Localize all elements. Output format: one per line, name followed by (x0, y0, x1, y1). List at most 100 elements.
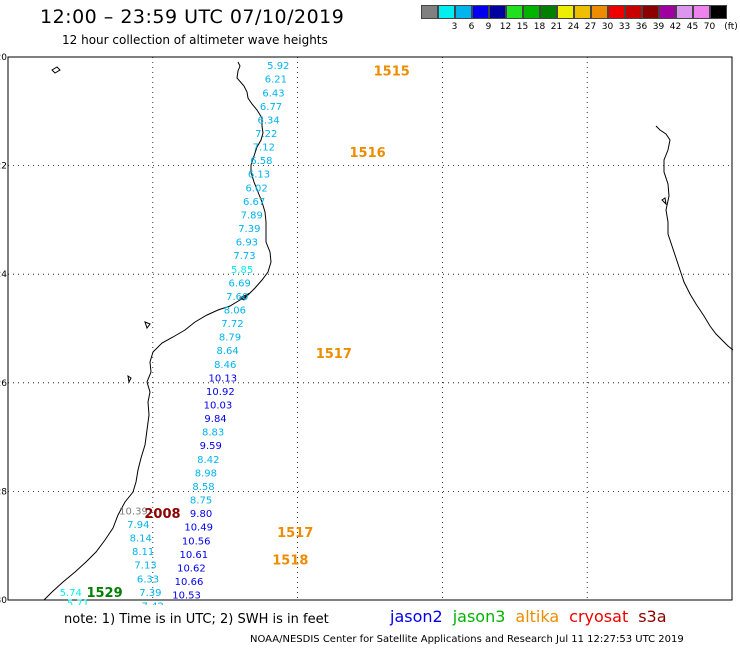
wave-height-value: 7.13 (134, 561, 156, 572)
legend-swatch (574, 5, 591, 19)
wave-height-value: 10.56 (182, 536, 211, 547)
lat-tick-label: -24 (0, 270, 7, 280)
pass-number-label: 1517 (277, 526, 313, 541)
wave-height-value: 6.67 (243, 197, 265, 208)
wave-height-value: 6.34 (258, 115, 280, 126)
legend-swatch (608, 5, 625, 19)
wave-height-value: 8.11 (132, 547, 154, 558)
lat-tick-label: -20 (0, 53, 7, 63)
africa-coastline (43, 61, 272, 601)
legend-label: 24 (567, 22, 580, 32)
wave-height-value: 10.61 (180, 550, 209, 561)
wave-height-value: 7.42 (142, 601, 164, 605)
legend-label: 33 (618, 22, 631, 32)
wave-height-value: 10.53 (172, 591, 201, 602)
legend-swatch (591, 5, 608, 19)
wave-height-value: 8.64 (216, 346, 238, 357)
satellite-jason2: jason2 (390, 607, 443, 626)
wave-height-value: 7.89 (241, 210, 263, 221)
credit-line: NOAA/NESDIS Center for Satellite Applica… (250, 634, 684, 645)
wave-height-value: 7.22 (255, 129, 277, 140)
wave-height-value: 8.14 (130, 534, 152, 545)
wave-height-value: 7.39 (139, 588, 161, 599)
island-coastline (238, 292, 250, 301)
legend-label: 9 (485, 22, 492, 32)
legend-swatch (710, 5, 727, 19)
legend-unit: (ft) (724, 22, 738, 32)
legend-swatch (455, 5, 472, 19)
wave-height-value: 5.74 (60, 588, 82, 599)
legend-swatch (540, 5, 557, 19)
satellite-altika: altika (515, 607, 560, 626)
wave-height-value: 10.03 (204, 401, 233, 412)
island-coastline (661, 197, 667, 206)
satellite-cryosat: cryosat (569, 607, 629, 626)
pass-number-label: 1517 (316, 347, 352, 362)
legend-swatch (676, 5, 693, 19)
wave-height-value: 6.33 (137, 574, 159, 585)
wave-height-value: 6.93 (236, 238, 258, 249)
legend-label: 39 (652, 22, 665, 32)
wave-height-value: 7.94 (127, 520, 149, 531)
coastline (43, 61, 734, 601)
island-coastline (127, 374, 132, 384)
madagascar-coastline (655, 125, 734, 351)
legend-label: 6 (468, 22, 475, 32)
wave-height-value: 10.13 (208, 373, 237, 384)
wave-height-value: 5.92 (267, 61, 289, 72)
legend-label: 45 (686, 22, 699, 32)
island-coastline (144, 321, 151, 330)
legend-label: 15 (516, 22, 529, 32)
wave-height-value: 8.46 (214, 360, 236, 371)
pass-number-label: 1518 (272, 553, 308, 568)
wave-height-value: 6.43 (262, 88, 284, 99)
wave-height-value: 10.62 (177, 563, 206, 574)
legend-swatch (421, 5, 438, 19)
wave-height-value: 8.75 (190, 496, 212, 507)
wave-height-value: 6.69 (229, 278, 251, 289)
pass-number-label: 1516 (349, 146, 385, 161)
map-title: 12:00 – 23:59 UTC 07/10/2019 (40, 6, 345, 28)
wave-height-value: 8.79 (219, 333, 241, 344)
legend-swatch (625, 5, 642, 19)
wave-height-value: 7.12 (253, 143, 275, 154)
footnote: note: 1) Time is in UTC; 2) SWH is in fe… (64, 612, 329, 627)
lat-tick-label: -22 (0, 162, 7, 172)
pass-number-label: 1529 (86, 586, 122, 601)
wave-height-value: 9.77 (173, 604, 195, 605)
legend-swatch (472, 5, 489, 19)
legend-swatch (489, 5, 506, 19)
map-subtitle: 12 hour collection of altimeter wave hei… (62, 33, 328, 47)
wave-height-value: 10.49 (184, 523, 213, 534)
legend-swatch (438, 5, 455, 19)
wave-height-value: 8.98 (195, 468, 217, 479)
legend-label: 12 (499, 22, 512, 32)
legend-label: 27 (584, 22, 597, 32)
legend-label: 30 (601, 22, 614, 32)
wave-height-value: 6.77 (260, 102, 282, 113)
legend-swatch (523, 5, 540, 19)
wave-height-observations: 5.92 6.21 6.43 6.77 6.34 7.22 7.12 6.58 6.13 6.02… (60, 61, 290, 605)
wave-height-value: 6.21 (265, 75, 287, 86)
wave-height-value: 7.73 (233, 251, 255, 262)
legend-swatch (506, 5, 523, 19)
wave-height-value: 10.92 (206, 387, 235, 398)
wave-height-value: 10.66 (175, 577, 204, 588)
wave-height-value: 6.02 (245, 183, 267, 194)
wave-height-value: 5.71 (67, 599, 89, 605)
pass-number-label: 1515 (374, 65, 410, 80)
lat-tick-label: -26 (0, 379, 7, 389)
legend-label: 70 (703, 22, 716, 32)
wave-height-value: 8.42 (197, 455, 219, 466)
wave-height-value: 8.83 (202, 428, 224, 439)
pass-number-label: 2008 (144, 507, 180, 522)
satellite-jason3: jason3 (452, 607, 506, 626)
legend-swatch (642, 5, 659, 19)
wave-height-value: 7.72 (221, 319, 243, 330)
legend-swatch (557, 5, 574, 19)
wave-height-value: 7.60 (226, 292, 248, 303)
pass-labels: 1515 1516 1517 1517 1518 2008 1529 (86, 65, 409, 601)
legend-label: 36 (635, 22, 648, 32)
